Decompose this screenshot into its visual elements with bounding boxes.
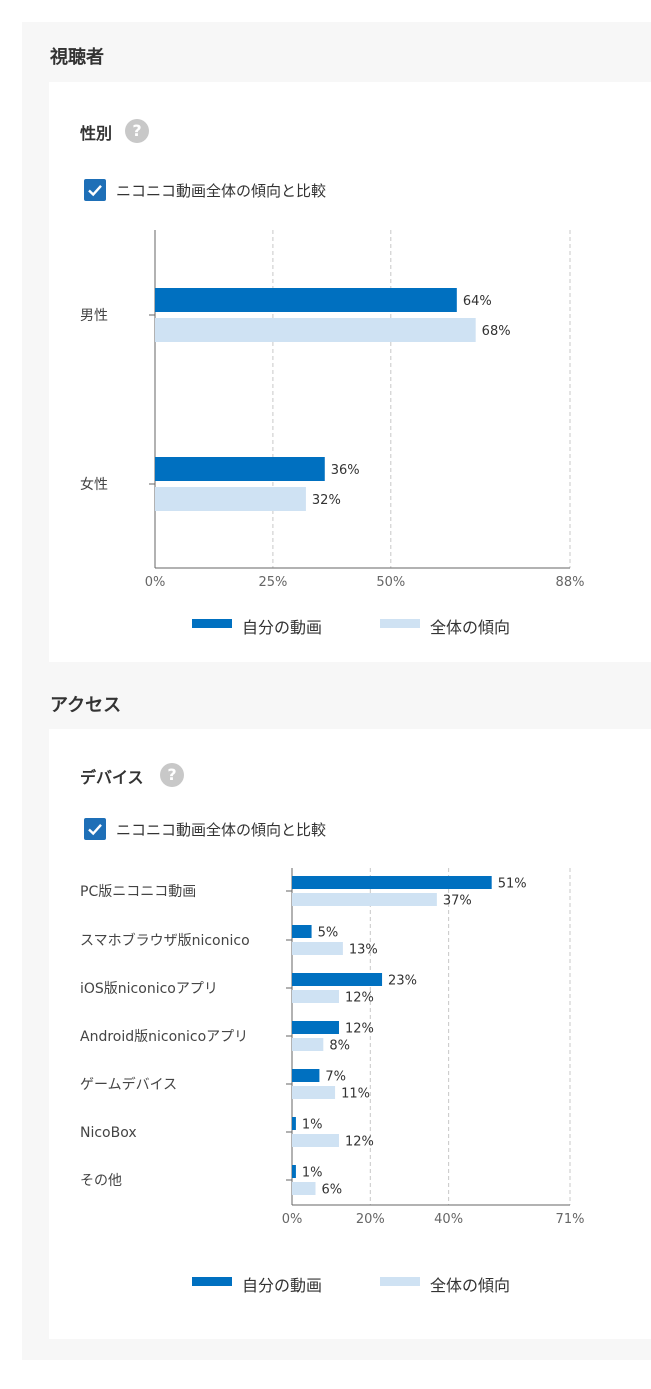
bar-overall	[155, 318, 476, 342]
data-label: 51%	[498, 877, 527, 892]
section-title-viewers: 視聴者	[50, 47, 104, 68]
data-label: 11%	[341, 1087, 370, 1102]
legend-swatch-overall	[380, 1277, 420, 1286]
bar-overall	[292, 1182, 316, 1195]
category-label: NicoBox	[80, 1125, 137, 1141]
bar-overall	[292, 990, 339, 1003]
data-label: 13%	[349, 943, 378, 958]
checkbox-checked-icon[interactable]	[84, 818, 106, 840]
category-label: PC版ニコニコ動画	[80, 884, 196, 900]
category-label: Android版niconicoアプリ	[80, 1029, 248, 1045]
gender-title: 性別	[80, 124, 113, 143]
data-label: 1%	[302, 1166, 323, 1181]
x-tick-label: 0%	[282, 1212, 303, 1227]
bar-own	[155, 457, 325, 481]
device-compare-label: ニコニコ動画全体の傾向と比較	[116, 821, 327, 839]
category-label: ゲームデバイス	[80, 1076, 177, 1093]
gender-bar-chart: 0% 25% 50% 88% 男性 64% 68% 女性 36% 32%	[80, 230, 585, 590]
gender-card	[49, 82, 651, 662]
bar-own	[292, 925, 312, 938]
data-label: 7%	[325, 1070, 346, 1085]
data-label: 23%	[388, 974, 417, 989]
section-title-access: アクセス	[50, 695, 122, 716]
category-label: 女性	[80, 476, 108, 493]
x-tick-label: 0%	[145, 575, 166, 590]
data-label: 6%	[321, 1183, 342, 1198]
bar-own	[292, 1165, 296, 1178]
x-tick-label: 20%	[356, 1212, 385, 1227]
checkbox-checked-icon[interactable]	[84, 179, 106, 201]
legend-swatch-own	[192, 1277, 232, 1286]
legend-swatch-own	[192, 619, 232, 628]
legend-label-overall: 全体の傾向	[430, 618, 511, 637]
bar-own	[292, 1021, 339, 1034]
category-label: 男性	[80, 308, 108, 324]
gender-compare-label: ニコニコ動画全体の傾向と比較	[116, 182, 327, 200]
help-icon[interactable]: ?	[125, 119, 149, 143]
data-label: 32%	[312, 493, 341, 508]
legend-swatch-overall	[380, 619, 420, 628]
data-label: 12%	[345, 1135, 374, 1150]
data-label: 1%	[302, 1118, 323, 1133]
bar-own	[292, 1069, 320, 1082]
legend-label-own: 自分の動画	[242, 1276, 323, 1295]
data-label: 64%	[463, 294, 492, 309]
x-tick-label: 25%	[258, 575, 287, 590]
bar-overall	[292, 1038, 324, 1051]
data-label: 68%	[482, 324, 511, 339]
help-icon[interactable]: ?	[160, 763, 184, 787]
device-title: デバイス	[80, 768, 144, 787]
legend-label-own: 自分の動画	[242, 618, 323, 637]
x-tick-label: 50%	[376, 575, 405, 590]
category-label: スマホブラウザ版niconico	[80, 932, 250, 949]
x-tick-label: 88%	[556, 575, 585, 590]
data-label: 5%	[318, 926, 339, 941]
bar-overall	[292, 1086, 336, 1099]
x-tick-label: 71%	[556, 1212, 585, 1227]
category-label: iOS版niconicoアプリ	[80, 981, 218, 997]
bar-own	[292, 876, 492, 889]
bar-own	[292, 973, 383, 986]
bar-own	[155, 288, 457, 312]
bar-overall	[155, 487, 306, 511]
data-label: 12%	[345, 991, 374, 1006]
bar-own	[292, 1117, 296, 1130]
data-label: 8%	[329, 1039, 350, 1054]
bar-overall	[292, 942, 343, 955]
data-label: 36%	[331, 463, 360, 478]
bar-overall	[292, 893, 437, 906]
device-card	[49, 729, 651, 1339]
category-label: その他	[80, 1173, 122, 1189]
x-tick-label: 40%	[434, 1212, 463, 1227]
data-label: 37%	[443, 894, 472, 909]
data-label: 12%	[345, 1022, 374, 1037]
legend-label-overall: 全体の傾向	[430, 1276, 511, 1295]
bar-overall	[292, 1134, 339, 1147]
